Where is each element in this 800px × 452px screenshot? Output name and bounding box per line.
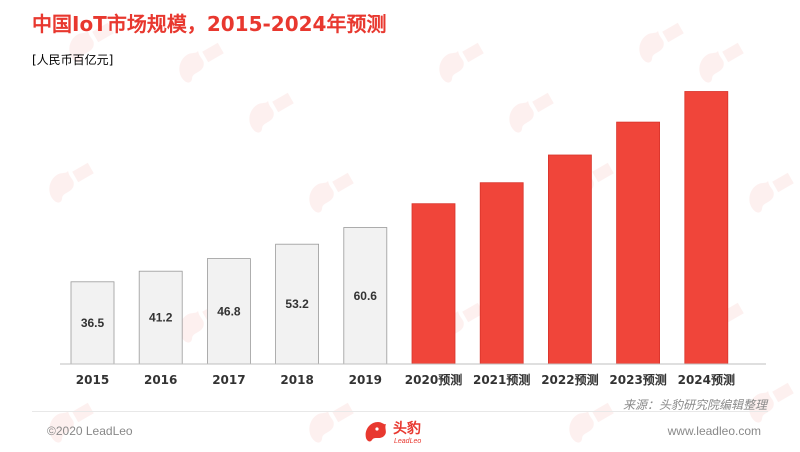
x-tick-label-2018: 2018 bbox=[280, 373, 313, 387]
watermark-logo-icon bbox=[300, 170, 360, 213]
bar-2015 bbox=[70, 281, 115, 365]
leadleo-logo: 头豹 LeadLeo bbox=[365, 420, 421, 445]
bar-2023预测 bbox=[616, 121, 660, 365]
watermark-logo-icon bbox=[60, 20, 120, 63]
watermark-logo-icon bbox=[430, 40, 490, 83]
bar-2021预测 bbox=[479, 182, 524, 365]
watermark-logo-icon bbox=[240, 90, 300, 133]
bar-2022预测 bbox=[548, 154, 592, 365]
value-label-2019: 60.6 bbox=[354, 289, 378, 303]
bar-2024预测 bbox=[684, 91, 729, 365]
watermark-logo-icon bbox=[40, 400, 100, 443]
unit-label: [人民币百亿元] bbox=[32, 53, 114, 67]
x-tick-label-2021预测: 2021预测 bbox=[473, 372, 530, 387]
bar-2018 bbox=[275, 243, 320, 365]
x-tick-label-2015: 2015 bbox=[76, 373, 109, 387]
x-tick-label-2020预测: 2020预测 bbox=[405, 372, 462, 387]
watermark-logo-icon bbox=[560, 400, 620, 443]
watermark-logo-icon bbox=[300, 400, 360, 443]
watermark-logo-icon bbox=[170, 40, 230, 83]
chart-title: 中国IoT市场规模，2015-2024年预测 bbox=[32, 12, 387, 36]
value-label-2015: 36.5 bbox=[81, 316, 105, 330]
x-tick-label-2024预测: 2024预测 bbox=[678, 372, 735, 387]
x-tick-label-2017: 2017 bbox=[212, 373, 245, 387]
logo-cn-text: 头豹 bbox=[393, 420, 421, 437]
bar-2017 bbox=[206, 258, 251, 365]
watermark-logo-icon bbox=[40, 160, 100, 203]
x-tick-label-2022预测: 2022预测 bbox=[541, 372, 598, 387]
value-label-2016: 41.2 bbox=[149, 311, 173, 325]
bar-2016 bbox=[138, 270, 183, 365]
website-text: www.leadleo.com bbox=[667, 424, 761, 438]
watermark-logo-icon bbox=[740, 170, 800, 213]
value-label-2017: 46.8 bbox=[217, 304, 241, 318]
watermark-logo-icon bbox=[500, 90, 560, 133]
watermark-logo-icon bbox=[690, 40, 750, 83]
value-label-2018: 53.2 bbox=[285, 297, 309, 311]
source-note: 来源：头豹研究院编辑整理 bbox=[622, 398, 767, 412]
logo-en-text: LeadLeo bbox=[394, 438, 421, 445]
x-tick-label-2016: 2016 bbox=[144, 373, 177, 387]
watermark-logo-icon bbox=[630, 20, 690, 63]
x-tick-label-2019: 2019 bbox=[349, 373, 382, 387]
footer-divider bbox=[32, 411, 768, 412]
bar-2020预测 bbox=[411, 203, 456, 365]
copyright-text: ©2020 LeadLeo bbox=[47, 424, 133, 438]
watermark-logo-icon bbox=[740, 380, 800, 423]
x-tick-label-2023预测: 2023预测 bbox=[609, 372, 666, 387]
